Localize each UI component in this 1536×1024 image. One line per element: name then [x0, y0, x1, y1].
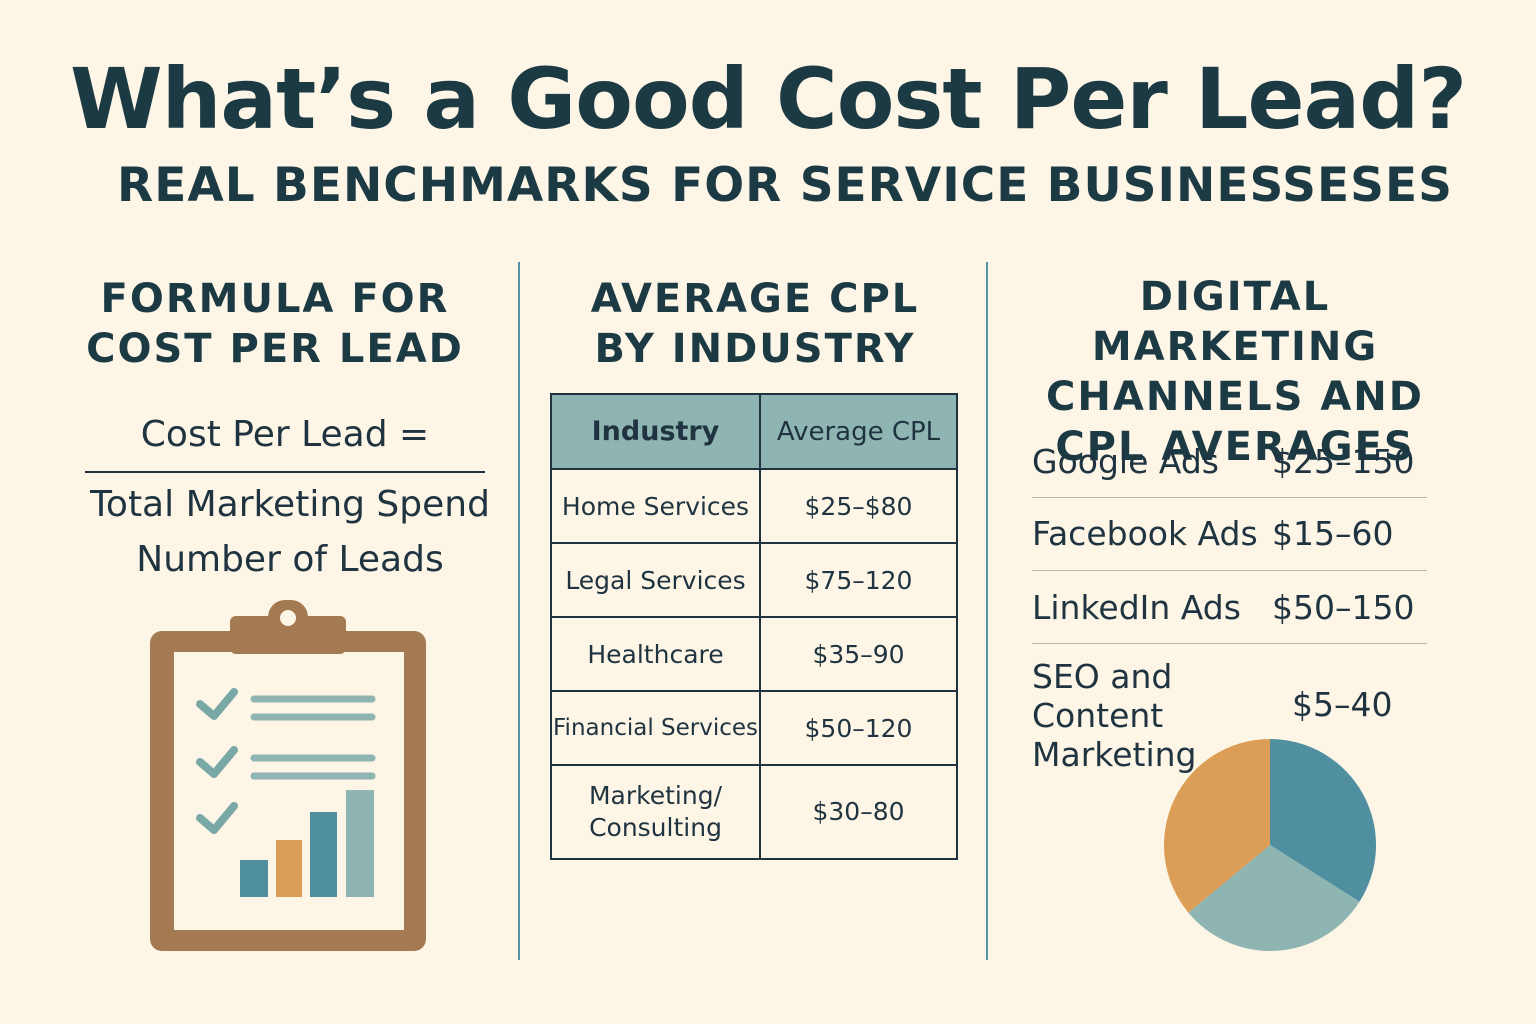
cpl-cell: $35–90 [759, 616, 958, 692]
channels-heading: DIGITAL MARKETING CHANNELS AND CPL AVERA… [1010, 272, 1460, 472]
table-row: Healthcare $35–90 [550, 616, 958, 692]
channel-name-seo: SEO and Content Marketing [1032, 657, 1197, 774]
row-divider [1032, 643, 1427, 644]
industry-cell: Legal Services [550, 542, 761, 618]
page-subtitle: REAL BENCHMARKS FOR SERVICE BUSINESSESES [117, 158, 1453, 213]
column-header-industry: Industry [550, 393, 761, 470]
industry-cpl-table: Industry Average CPL Home Services $25–$… [550, 393, 958, 860]
cpl-cell: $50–120 [759, 690, 958, 766]
industry-cell: Marketing/ Consulting [550, 764, 761, 860]
table-row: Home Services $25–$80 [550, 468, 958, 544]
channel-name: LinkedIn Ads [1032, 588, 1241, 627]
industry-heading-line1: AVERAGE CPL [590, 276, 920, 322]
channels-heading-line1: DIGITAL MARKETING [1091, 274, 1379, 370]
pie-chart-icon [1164, 739, 1376, 951]
industry-cell: Financial Services [550, 690, 761, 766]
cpl-cell: $30–80 [759, 764, 958, 860]
formula-lhs: Cost Per Lead = [140, 414, 430, 455]
table-row: Financial Services $50–120 [550, 690, 958, 766]
industry-cell: Home Services [550, 468, 761, 544]
channel-name: Google Ads [1032, 442, 1219, 481]
cpl-cell: $75–120 [759, 542, 958, 618]
channel-value-seo: $5–40 [1292, 685, 1393, 724]
formula-heading-line1: FORMULA FOR [100, 276, 450, 322]
pie-slice [1270, 739, 1376, 902]
channel-value: $15–60 [1272, 514, 1394, 553]
column-divider [986, 262, 988, 960]
clipboard-chart-icon [150, 600, 426, 951]
page-title: What’s a Good Cost Per Lead? [69, 50, 1467, 148]
channel-value: $25–150 [1272, 442, 1415, 481]
table-row: Legal Services $75–120 [550, 542, 958, 618]
pie-slice [1164, 739, 1270, 913]
channel-value: $50–150 [1272, 588, 1415, 627]
column-divider [518, 262, 520, 960]
formula-heading-line2: COST PER LEAD [86, 326, 464, 372]
fraction-bar [85, 471, 485, 473]
row-divider [1032, 570, 1427, 571]
industry-heading-line2: BY INDUSTRY [594, 326, 916, 372]
cpl-cell: $25–$80 [759, 468, 958, 544]
channel-name: Facebook Ads [1032, 514, 1258, 553]
formula-denominator: Number of Leads [136, 539, 444, 580]
channels-heading-line2: CHANNELS AND [1046, 374, 1424, 420]
industry-heading: AVERAGE CPL BY INDUSTRY [530, 274, 980, 374]
table-row: Marketing/ Consulting $30–80 [550, 764, 958, 860]
row-divider [1032, 497, 1427, 498]
industry-cell: Healthcare [550, 616, 761, 692]
channels-heading-line3: CPL AVERAGES [1055, 424, 1415, 470]
column-header-average-cpl: Average CPL [759, 393, 958, 470]
pie-slice [1188, 845, 1360, 951]
table-header-row: Industry Average CPL [550, 393, 958, 470]
formula-heading: FORMULA FOR COST PER LEAD [60, 274, 490, 374]
formula-numerator: Total Marketing Spend [90, 484, 490, 525]
